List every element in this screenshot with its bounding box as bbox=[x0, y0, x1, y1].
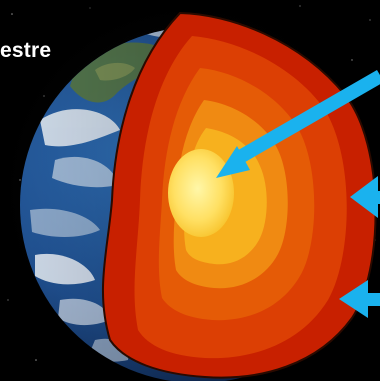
arrow-to-inner-core bbox=[216, 70, 380, 178]
pointer-arrows bbox=[216, 70, 380, 318]
inner-core bbox=[168, 149, 234, 237]
cutaway-layers bbox=[102, 11, 377, 379]
arrow-to-mantle bbox=[350, 176, 380, 218]
diagram-title-fragment: estre bbox=[0, 39, 52, 62]
arrow-to-crust bbox=[339, 280, 380, 318]
